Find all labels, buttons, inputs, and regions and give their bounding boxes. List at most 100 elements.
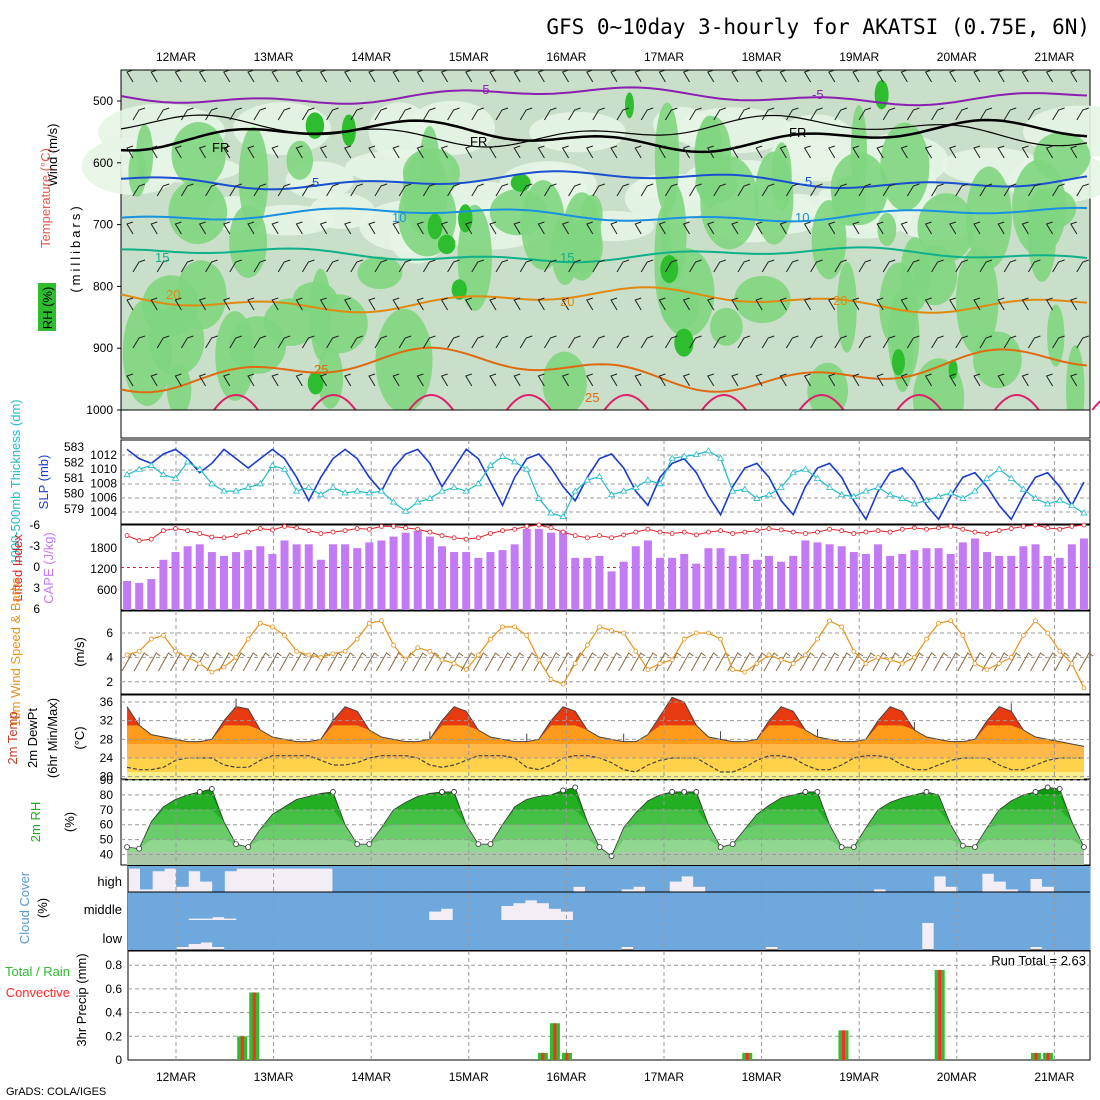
wind10m-barb [933, 652, 948, 672]
contour-30 [603, 394, 650, 411]
wind-barb [610, 373, 618, 387]
li-point [294, 525, 300, 531]
precip-tick-label: 0.6 [105, 982, 122, 996]
cloud-cell-middle [236, 892, 249, 920]
cloud-cell-high [729, 866, 742, 892]
wind10m-point [1020, 633, 1026, 638]
cloud-cell-middle [1029, 892, 1043, 920]
wind-barb [682, 221, 691, 235]
wind-barb [132, 107, 146, 121]
thickness-point [450, 483, 458, 490]
cloud-cell-middle [176, 892, 189, 920]
thickness-point [1031, 494, 1040, 501]
li-point [233, 533, 239, 539]
cloud-cell-high [176, 866, 189, 887]
wind-barb [519, 259, 533, 273]
thickness-point [583, 476, 592, 483]
cape-bar [232, 552, 241, 610]
wind-barb [398, 259, 412, 273]
wind-barb [368, 145, 376, 159]
cloud-cell-high [536, 866, 550, 892]
wind-barb [1052, 107, 1065, 121]
cloud-cell-middle [1053, 892, 1067, 920]
wind10m-point [802, 652, 808, 658]
cloud-cell-low [380, 920, 394, 950]
cloud-cell-low [729, 920, 742, 950]
wind-barb [882, 259, 896, 273]
wind10m-barb [375, 652, 391, 672]
cloud-cell-middle [885, 892, 899, 920]
thickness-tick-label: 582 [64, 456, 84, 470]
wind-barb [132, 183, 146, 197]
wind-barb [174, 221, 182, 235]
wind10m-point [342, 648, 348, 654]
wind-barb [1052, 183, 1065, 197]
cape-bar [268, 553, 277, 610]
li-point [875, 528, 881, 534]
cloud-cell-low [404, 920, 418, 950]
cloud-high-label: high [97, 874, 122, 889]
cloud-cell-middle [416, 892, 430, 920]
wind10m-barb [981, 652, 997, 672]
li-point [148, 536, 154, 542]
cloud-cell-middle [1005, 892, 1019, 920]
cloud-cell-high [813, 866, 827, 892]
cloud-cell-low [765, 920, 778, 947]
wind10m-point [500, 624, 505, 630]
wind10m-barb [400, 652, 415, 672]
wind-barb [440, 145, 449, 159]
wind-barb [416, 373, 424, 387]
cloud-cell-middle [645, 892, 658, 920]
wind-barb [344, 221, 352, 235]
cloud-cell-low [993, 920, 1007, 950]
cloud-cell-middle [224, 892, 237, 919]
rh2m-tick-label: 60 [100, 818, 114, 832]
cloud-cell-middle [825, 892, 839, 920]
thickness-point [1056, 496, 1064, 503]
cloud-cell-low [464, 920, 478, 950]
wind10m-barb [436, 652, 452, 672]
cloud-cell-middle [1077, 892, 1091, 920]
wind-barb [223, 221, 231, 235]
thickness-point [704, 447, 713, 454]
wind-barb [616, 335, 630, 349]
cape-bar [377, 540, 386, 610]
top-date-label: 20MAR [937, 50, 977, 64]
wind-barb [301, 107, 315, 121]
wind-barb [368, 373, 376, 387]
cape-bar [849, 552, 858, 610]
cloud-cell-low [596, 920, 610, 950]
wind10m-point [148, 636, 154, 642]
cape-bar [728, 555, 737, 610]
cape-bar [365, 542, 374, 610]
contour-label-20-2: 20 [560, 294, 574, 309]
cloud-cell-low [500, 920, 514, 950]
wind10m-barb [763, 652, 779, 672]
wind-barb [682, 373, 691, 387]
wind-barb [198, 69, 207, 83]
wind-barb [707, 145, 715, 159]
cloud-cell-low [825, 920, 839, 950]
thickness-point [959, 494, 967, 501]
cloud-cell-middle [128, 892, 141, 920]
li-point [306, 528, 312, 534]
wind-barb [1070, 69, 1078, 83]
wind-barb [979, 259, 993, 273]
wind10m-barb [1005, 652, 1021, 672]
wind10m-barb [472, 652, 488, 672]
slp-tick-label: 1004 [90, 505, 117, 519]
wind-barb [126, 297, 134, 311]
rh-saturated-area [451, 279, 467, 300]
thickness-point [619, 487, 628, 494]
wind-barb [126, 373, 134, 387]
rh-moist-area [965, 166, 1012, 269]
rh2m-point [972, 844, 978, 851]
slp-panel-frame [120, 439, 1091, 525]
wind10m-point [536, 657, 542, 663]
thickness-point [135, 465, 143, 472]
slp-tick-label: 1006 [90, 491, 117, 505]
wind10m-barb [945, 652, 961, 672]
cloud-cell-high [476, 866, 490, 892]
thickness-point [438, 487, 446, 494]
cloud-cell-low [200, 920, 213, 943]
